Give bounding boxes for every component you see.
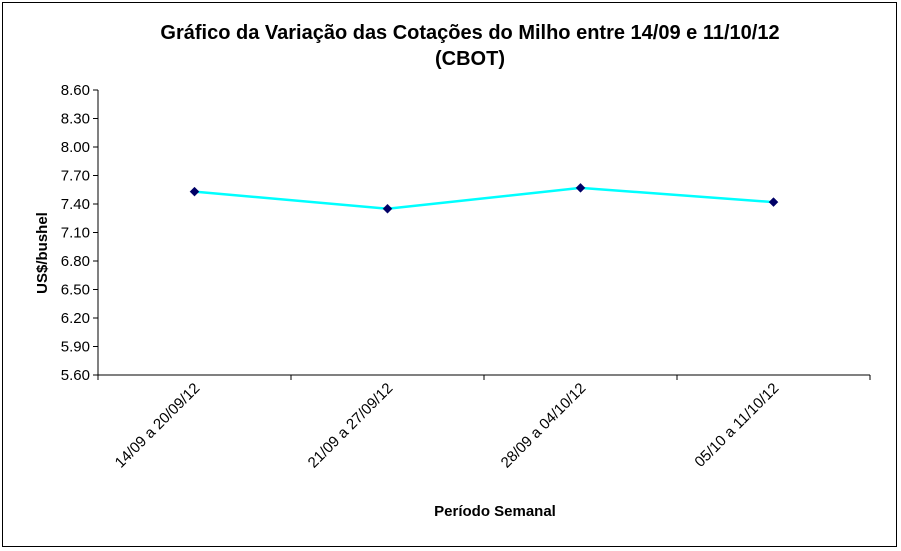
y-tick-label: 6.80: [61, 253, 90, 270]
y-axis: 5.60 5.90 6.20 6.50 6.80 7.10 7.40 7.70 8.00 8.30…: [61, 82, 99, 384]
chart-title: Gráfico da Variação das Cotações do Milh…: [0, 20, 901, 72]
data-point: [575, 182, 586, 193]
y-tick-label: 8.30: [61, 111, 90, 128]
data-point: [768, 197, 779, 207]
y-tick-label: 6.50: [61, 282, 90, 299]
y-tick-label: 7.40: [61, 196, 90, 213]
data-point: [189, 186, 200, 197]
x-tick-label: 05/10 a 11/10/12: [691, 380, 782, 471]
chart-subtitle: (CBOT): [435, 48, 505, 70]
y-tick-label: 6.20: [61, 310, 90, 327]
chart-title-line1: Gráfico da Variação das Cotações do Milh…: [160, 22, 780, 44]
data-point: [382, 203, 393, 214]
x-axis: 14/09 a 20/09/12 21/09 a 27/09/12 28/09 a …: [97, 374, 871, 472]
y-tick-label: 7.70: [61, 168, 90, 185]
y-tick-label: 8.60: [61, 82, 90, 99]
x-tick-label: 21/09 a 27/09/12: [305, 380, 397, 472]
x-tick-label: 14/09 a 20/09/12: [112, 380, 204, 472]
y-tick-label: 8.00: [61, 139, 90, 156]
y-tick-label: 5.90: [61, 339, 90, 356]
y-tick-label: 7.10: [61, 225, 90, 242]
y-axis-title: US$/bushel: [34, 212, 51, 294]
series-line: [194, 186, 774, 211]
y-tick-label: 5.60: [61, 367, 90, 384]
series-layer: [189, 182, 779, 214]
x-axis-title: Período Semanal: [434, 503, 556, 520]
x-tick-label: 28/09 a 04/10/12: [498, 380, 590, 472]
